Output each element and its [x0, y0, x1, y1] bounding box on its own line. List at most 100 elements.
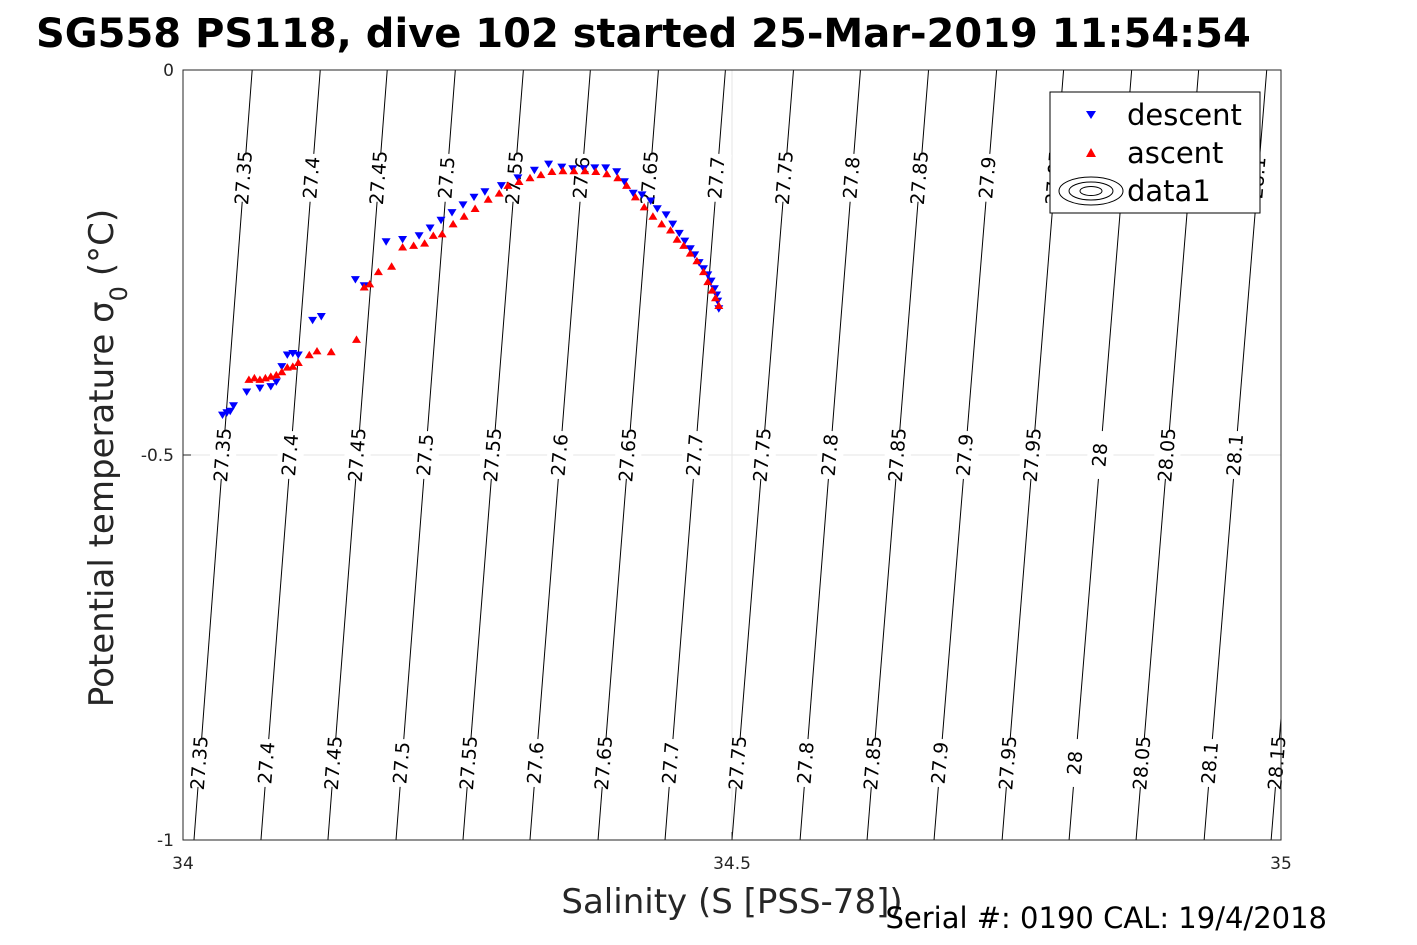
isopycnal-label-bg-27.35-1: [208, 430, 238, 480]
descent-point-28: [544, 160, 554, 168]
x-tick-label-1: 34.5: [713, 854, 751, 874]
isopycnal-label-bg-27.6-2: [521, 738, 551, 788]
ascent-point-42: [648, 212, 658, 220]
isopycnal-label-27.45-0: 27.45: [366, 150, 392, 206]
descent-point-2: [225, 407, 235, 416]
descent-point-21: [447, 209, 457, 217]
ascent-point-46: [679, 241, 689, 249]
descent-point-25: [496, 182, 506, 190]
descent-point-13: [316, 313, 326, 321]
isopycnal-label-27.6-0: 27.6: [569, 156, 594, 200]
descent-point-41: [668, 220, 678, 229]
chart-title: SG558 PS118, dive 102 started 25-Mar-201…: [36, 11, 1251, 57]
descent-point-7: [271, 378, 281, 386]
y-axis-label-unit: (°C): [82, 209, 122, 276]
isopycnal-label-bg-27.5-1: [410, 430, 441, 480]
isopycnal-label-27.95-2: 27.95: [995, 735, 1021, 791]
ascent-point-9: [293, 358, 303, 366]
isopycnal-label-bg-28-1: [1085, 430, 1116, 480]
isopycnal-label-28.15-2: 28.15: [1264, 735, 1290, 791]
isopycnal-label-27.9-2: 27.9: [928, 741, 953, 785]
isopycnal-label-bg-27.6-1: [545, 430, 575, 480]
isopycnal-label-27.55-2: 27.55: [456, 735, 482, 791]
descent-point-20: [436, 216, 446, 225]
isopycnal-label-bg-27.8-2: [791, 738, 821, 788]
descent-point-18: [414, 232, 424, 240]
ascent-point-27: [494, 189, 504, 197]
ascent-point-44: [666, 226, 675, 234]
isopycnal-label-27.65-2: 27.65: [591, 735, 617, 791]
isopycnal-label-27.85-1: 27.85: [885, 427, 911, 483]
isopycnal-label-bg-27.4-2: [252, 738, 282, 788]
ascent-point-16: [373, 267, 383, 276]
isopycnal-label-28.1-2: 28.1: [1198, 741, 1223, 785]
ascent-point-1: [249, 373, 259, 382]
ascent-point-32: [547, 167, 557, 175]
ascent-point-15: [365, 280, 375, 288]
isopycnal-label-27.7-2: 27.7: [658, 741, 683, 785]
descent-point-36: [628, 189, 638, 198]
x-axis-label: Salinity (S [PSS-78]): [561, 882, 902, 922]
isopycnal-label-27.65-1: 27.65: [615, 427, 641, 483]
ascent-point-49: [699, 267, 708, 276]
isopycnal-label-27.4-1: 27.4: [278, 433, 303, 477]
descent-point-19: [425, 224, 435, 232]
isopycnal-label-bg-27.35-2: [185, 738, 215, 788]
descent-point-4: [242, 388, 252, 396]
legend: descent ascent data1: [1049, 91, 1261, 214]
ascent-point-47: [685, 249, 695, 257]
ascent-point-43: [657, 219, 667, 228]
descent-point-40: [661, 211, 671, 219]
ascent-point-30: [525, 173, 535, 182]
isopycnal-label-27.75-0: 27.75: [772, 150, 798, 206]
isopycnal-label-28.05-1: 28.05: [1154, 427, 1180, 483]
ascent-point-12: [326, 347, 336, 356]
isopycnal-label-bg-27.55-1: [478, 430, 509, 480]
isopycnal-label-28-1: 28: [1088, 442, 1112, 468]
descent-point-14: [350, 276, 360, 284]
x-tick-label-0: 34: [172, 854, 194, 874]
isopycnal-label-bg-28-2: [1060, 738, 1091, 788]
descent-point-26: [513, 174, 523, 182]
descent-point-34: [612, 168, 622, 176]
serial-calibration-footer: Serial #: 0190 CAL: 19/4/2018: [885, 901, 1327, 935]
y-tick-label-2: -1: [157, 831, 174, 851]
descent-point-29: [557, 163, 567, 172]
ascent-point-25: [470, 204, 480, 212]
ascent-point-35: [580, 166, 590, 175]
isopycnal-label-27.45-2: 27.45: [321, 735, 347, 791]
isopycnal-label-bg-27.75-1: [747, 430, 778, 480]
isopycnal-label-bg-27.5-0: [432, 152, 462, 203]
ascent-point-23: [448, 219, 458, 228]
isopycnal-label-28.05-2: 28.05: [1129, 735, 1155, 791]
isopycnal-label-bg-27.5-2: [387, 738, 417, 788]
isopycnal-label-bg-27.65-0: [635, 152, 665, 203]
isopycnal-label-bg-27.95-1: [1017, 430, 1048, 480]
isopycnal-label-27.45-1: 27.45: [345, 427, 371, 483]
isopycnal-label-bg-27.4-0: [297, 152, 327, 203]
ascent-point-5: [271, 370, 281, 379]
descent-point-16: [381, 238, 391, 246]
isopycnal-label-bg-28.1-2: [1195, 738, 1226, 788]
ascent-point-28: [503, 181, 513, 189]
ascent-point-11: [312, 347, 322, 355]
descent-point-43: [680, 237, 690, 245]
isopycnal-label-27.85-2: 27.85: [860, 735, 886, 791]
legend-box: [1049, 91, 1261, 214]
ascent-point-29: [514, 177, 524, 185]
isopycnal-label-bg-28.05-2: [1127, 738, 1158, 788]
ascent-point-19: [409, 241, 419, 249]
descent-point-9: [282, 351, 292, 359]
ascent-point-53: [714, 301, 724, 309]
isopycnal-label-bg-27.75-2: [723, 738, 754, 788]
ascent-point-13: [352, 335, 361, 343]
isopycnal-label-27.75-1: 27.75: [750, 427, 776, 483]
isopycnal-label-27.8-2: 27.8: [793, 741, 818, 785]
descent-point-32: [590, 164, 600, 172]
isopycnal-label-27.6-1: 27.6: [548, 433, 573, 477]
descent-point-0: [218, 411, 227, 419]
descent-point-33: [601, 164, 611, 172]
ascent-point-20: [420, 239, 430, 247]
y-axis-label-subscript: 0: [105, 286, 133, 301]
